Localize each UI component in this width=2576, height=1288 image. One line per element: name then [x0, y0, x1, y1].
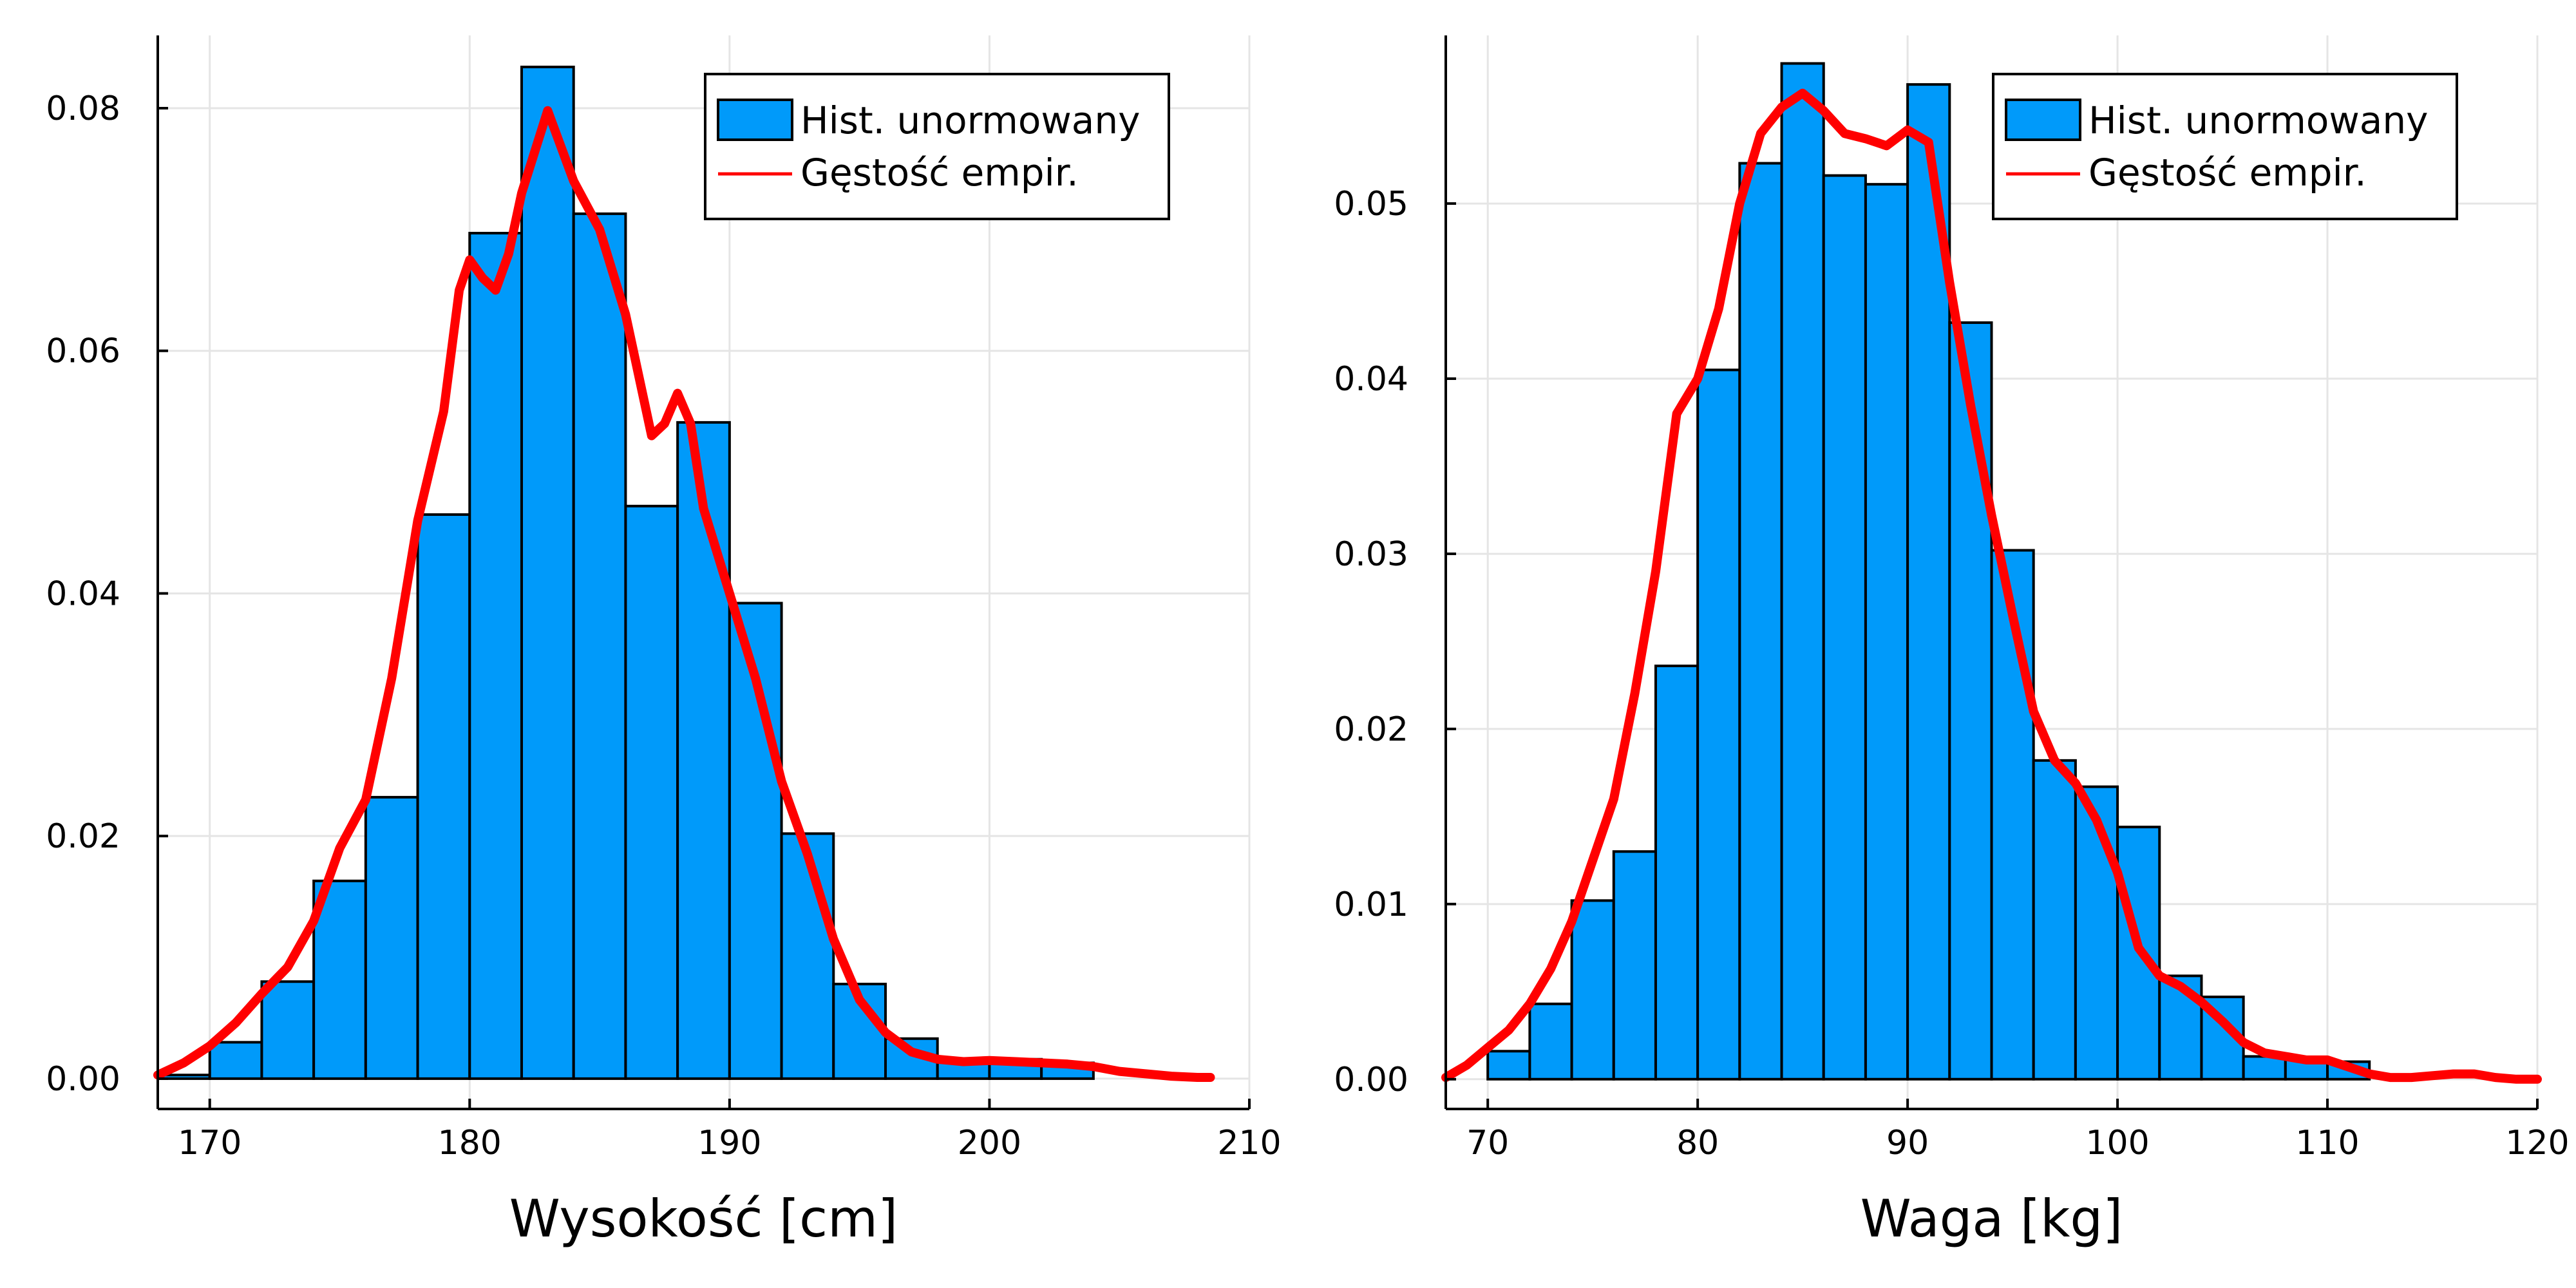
histogram-bar [1486, 1050, 1531, 1081]
y-tick-label: 0.00 [1334, 1061, 1408, 1099]
y-tick-label: 0.02 [46, 817, 120, 856]
legend-swatch-histogram [717, 99, 793, 141]
height-histogram-chart: 170 180 190 200 210 0.00 0.02 0.04 0.06 0.08 Wysok… [46, 35, 1282, 1249]
histogram-bar [468, 232, 523, 1080]
legend-label-histogram: Hist. unormowany [2088, 99, 2428, 142]
histogram-bar [208, 1041, 263, 1080]
histogram-bar [676, 421, 731, 1080]
histogram-bar [832, 982, 887, 1080]
x-tick-label: 200 [958, 1124, 1021, 1162]
histogram-bar [312, 879, 367, 1080]
legend-swatch-histogram [2005, 99, 2081, 141]
histogram-bar [780, 832, 835, 1080]
x-axis-title: Waga [kg] [1861, 1189, 2123, 1249]
y-tick-label: 0.00 [46, 1060, 120, 1099]
histogram-bar [572, 212, 627, 1080]
x-tick-label: 90 [1886, 1124, 1929, 1162]
x-tick-label: 110 [2295, 1124, 2359, 1162]
x-axis-title: Wysokość [cm] [509, 1189, 898, 1249]
x-tick-label: 170 [178, 1124, 242, 1162]
weight-histogram-chart: 70 80 90 100 110 120 0.00 0.01 0.02 0.03 0.04 0.05 W… [1334, 35, 2570, 1249]
histogram-bar [364, 795, 419, 1080]
y-tick-label: 0.06 [46, 332, 120, 371]
y-tick-label: 0.03 [1334, 535, 1408, 574]
density-line [153, 106, 1215, 1082]
x-tick-label: 100 [2085, 1124, 2149, 1162]
histogram-bar [1528, 1002, 1573, 1081]
histogram-bar [2074, 785, 2119, 1081]
histogram-bar [1570, 899, 1615, 1081]
x-tick-label: 190 [697, 1124, 761, 1162]
histogram-bar [1948, 321, 1993, 1081]
density-line [1441, 88, 2542, 1084]
legend-label-density: Gęstość empir. [800, 151, 1079, 194]
y-tick-label: 0.08 [46, 90, 120, 128]
legend-box [704, 73, 1170, 220]
histogram-bar [260, 980, 316, 1080]
histogram-bar [1780, 62, 1825, 1081]
x-tick-label: 210 [1217, 1124, 1281, 1162]
histogram-bar [1738, 162, 1783, 1081]
legend-label-density: Gęstość empir. [2088, 151, 2367, 194]
y-tick-label: 0.02 [1334, 710, 1408, 749]
y-tick-label: 0.04 [1334, 360, 1408, 399]
histogram-bar [1696, 368, 1741, 1081]
y-tick-label: 0.05 [1334, 185, 1408, 223]
x-tick-label: 80 [1676, 1124, 1719, 1162]
legend-label-histogram: Hist. unormowany [800, 99, 1140, 142]
x-tick-label: 70 [1466, 1124, 1509, 1162]
x-tick-label: 120 [2505, 1124, 2569, 1162]
histogram-bar [1612, 850, 1657, 1081]
y-tick-label: 0.01 [1334, 886, 1408, 924]
histogram-bar [1822, 174, 1867, 1081]
histogram-bar [1864, 183, 1909, 1081]
y-tick-label: 0.04 [46, 574, 120, 613]
x-tick-label: 180 [438, 1124, 502, 1162]
histogram-bar [520, 65, 575, 1080]
histogram-bar [1654, 664, 1700, 1081]
histogram-bar [1990, 549, 2035, 1081]
histogram-bar [624, 504, 679, 1080]
histogram-bar [416, 513, 471, 1080]
histogram-bar [2032, 759, 2077, 1081]
legend-box [1992, 73, 2458, 220]
